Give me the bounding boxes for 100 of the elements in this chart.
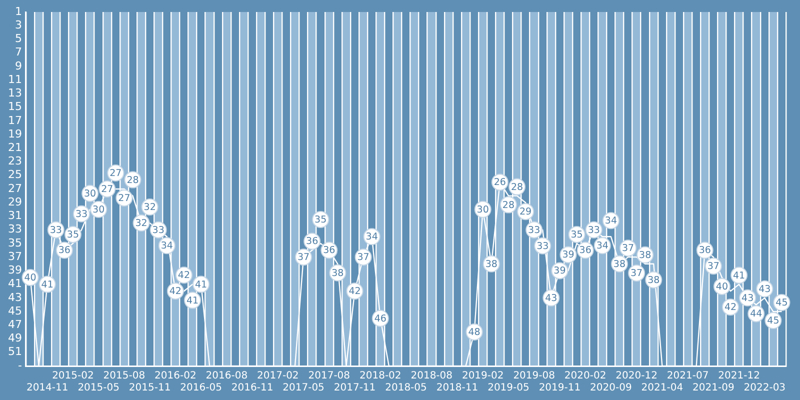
x-tick-label: 2014-11 xyxy=(26,382,68,394)
data-label: 33 xyxy=(152,224,164,236)
data-label: 37 xyxy=(357,252,370,264)
data-label: 41 xyxy=(195,279,208,290)
data-label: 36 xyxy=(58,245,70,256)
x-tick-label: 2021-07 xyxy=(666,370,709,382)
x-tick-label: 2021-04 xyxy=(641,382,684,394)
x-tick-label: 2020-02 xyxy=(564,370,606,382)
x-tick-label: 2019-02 xyxy=(462,370,504,382)
data-label: 28 xyxy=(502,200,515,211)
data-label: 42 xyxy=(178,270,190,282)
x-tick-label: 2017-02 xyxy=(257,370,299,382)
data-label: 34 xyxy=(604,216,617,227)
x-tick-label: 2016-02 xyxy=(154,370,196,382)
data-label: 33 xyxy=(536,240,549,252)
data-label: 32 xyxy=(135,218,148,230)
data-label: 35 xyxy=(570,229,583,240)
x-tick-label: 2018-02 xyxy=(359,370,402,382)
data-label: 30 xyxy=(92,204,105,216)
y-tick-label: 27 xyxy=(8,182,22,195)
data-label: 45 xyxy=(767,316,780,327)
data-label: 33 xyxy=(528,224,540,236)
data-label: 44 xyxy=(750,308,762,320)
x-tick-label: 2017-05 xyxy=(282,382,324,394)
x-tick-label: 2019-11 xyxy=(538,382,581,394)
y-tick-label: 23 xyxy=(8,154,22,168)
x-tick-label: 2019-08 xyxy=(513,370,555,382)
x-tick-label: 2015-11 xyxy=(128,382,171,394)
data-label: 41 xyxy=(732,270,746,282)
x-tick-label: 2015-05 xyxy=(78,382,120,394)
y-tick-label: 1 xyxy=(14,4,22,18)
data-label: 41 xyxy=(41,279,54,290)
data-label: 36 xyxy=(306,236,318,248)
data-label: 35 xyxy=(66,229,80,240)
data-label: 33 xyxy=(75,208,88,220)
data-label: 45 xyxy=(776,298,788,309)
y-tick-label: 43 xyxy=(8,290,22,304)
data-label: 30 xyxy=(84,188,96,200)
data-label: 26 xyxy=(494,177,506,188)
data-label: 36 xyxy=(698,245,711,256)
x-tick-label: 2018-11 xyxy=(436,382,478,394)
y-tick-label: 15 xyxy=(8,100,22,114)
y-tick-label: 17 xyxy=(8,114,22,127)
x-tick-label: 2016-05 xyxy=(180,382,222,394)
data-label: 27 xyxy=(110,168,122,179)
data-label: 39 xyxy=(562,250,574,261)
data-label: 37 xyxy=(707,261,720,272)
data-label: 38 xyxy=(613,258,626,270)
data-label: 32 xyxy=(144,202,156,214)
x-tick-label: 2015-02 xyxy=(52,370,94,382)
data-label: 43 xyxy=(758,284,771,295)
data-label: 28 xyxy=(510,182,524,193)
data-label: 38 xyxy=(648,274,660,286)
data-label: 37 xyxy=(622,243,634,254)
y-tick-label: 49 xyxy=(8,332,22,345)
data-label: 34 xyxy=(596,240,608,252)
x-tick-label: 2017-11 xyxy=(334,382,376,394)
data-label: 38 xyxy=(485,258,498,270)
data-label: 36 xyxy=(323,245,336,256)
y-tick-label: 45 xyxy=(8,304,22,318)
data-label: 30 xyxy=(476,204,489,216)
data-label: 38 xyxy=(332,268,344,279)
y-tick-label: 37 xyxy=(8,250,22,263)
data-label: 33 xyxy=(588,224,600,236)
x-tick-label: 2016-08 xyxy=(206,370,248,382)
x-tick-label: 2020-12 xyxy=(616,370,658,382)
data-label: 43 xyxy=(545,292,558,304)
y-tick-label: 3 xyxy=(14,18,22,32)
x-tick-label: 2021-12 xyxy=(718,370,760,382)
x-tick-label: 2018-05 xyxy=(385,382,427,394)
x-tick-label: 2021-09 xyxy=(692,382,734,394)
y-tick-label: 35 xyxy=(8,236,22,250)
y-tick-label: 9 xyxy=(14,59,22,72)
data-label: 38 xyxy=(639,250,652,261)
x-tick-label: 2019-05 xyxy=(488,382,530,394)
data-label: 29 xyxy=(520,206,532,218)
data-label: 36 xyxy=(579,245,592,256)
y-tick-label: 31 xyxy=(8,209,22,222)
y-tick-label: 21 xyxy=(8,141,22,154)
x-tick-label: 2022-03 xyxy=(744,382,786,394)
data-label: 34 xyxy=(160,240,173,252)
data-label: 37 xyxy=(630,268,643,280)
x-tick-label: 2015-08 xyxy=(103,370,146,382)
x-tick-label: 2018-08 xyxy=(410,370,453,382)
data-label: 46 xyxy=(374,313,386,324)
data-label: 27 xyxy=(118,192,130,204)
data-label: 40 xyxy=(24,272,36,284)
data-label: 28 xyxy=(126,174,139,186)
y-tick-label: 39 xyxy=(8,264,22,277)
x-tick-label: 2017-08 xyxy=(308,370,350,382)
x-tick-label: 2016-11 xyxy=(231,382,274,394)
y-tick-label: 51 xyxy=(8,345,22,358)
y-tick-label: 13 xyxy=(8,86,22,100)
y-tick-label: 47 xyxy=(8,318,22,332)
data-label: 33 xyxy=(50,224,62,236)
y-tick-label: 5 xyxy=(14,32,22,46)
y-tick-label: 41 xyxy=(8,277,22,290)
data-label: 42 xyxy=(724,302,737,314)
data-label: 48 xyxy=(468,326,480,338)
data-label: 35 xyxy=(314,214,327,226)
